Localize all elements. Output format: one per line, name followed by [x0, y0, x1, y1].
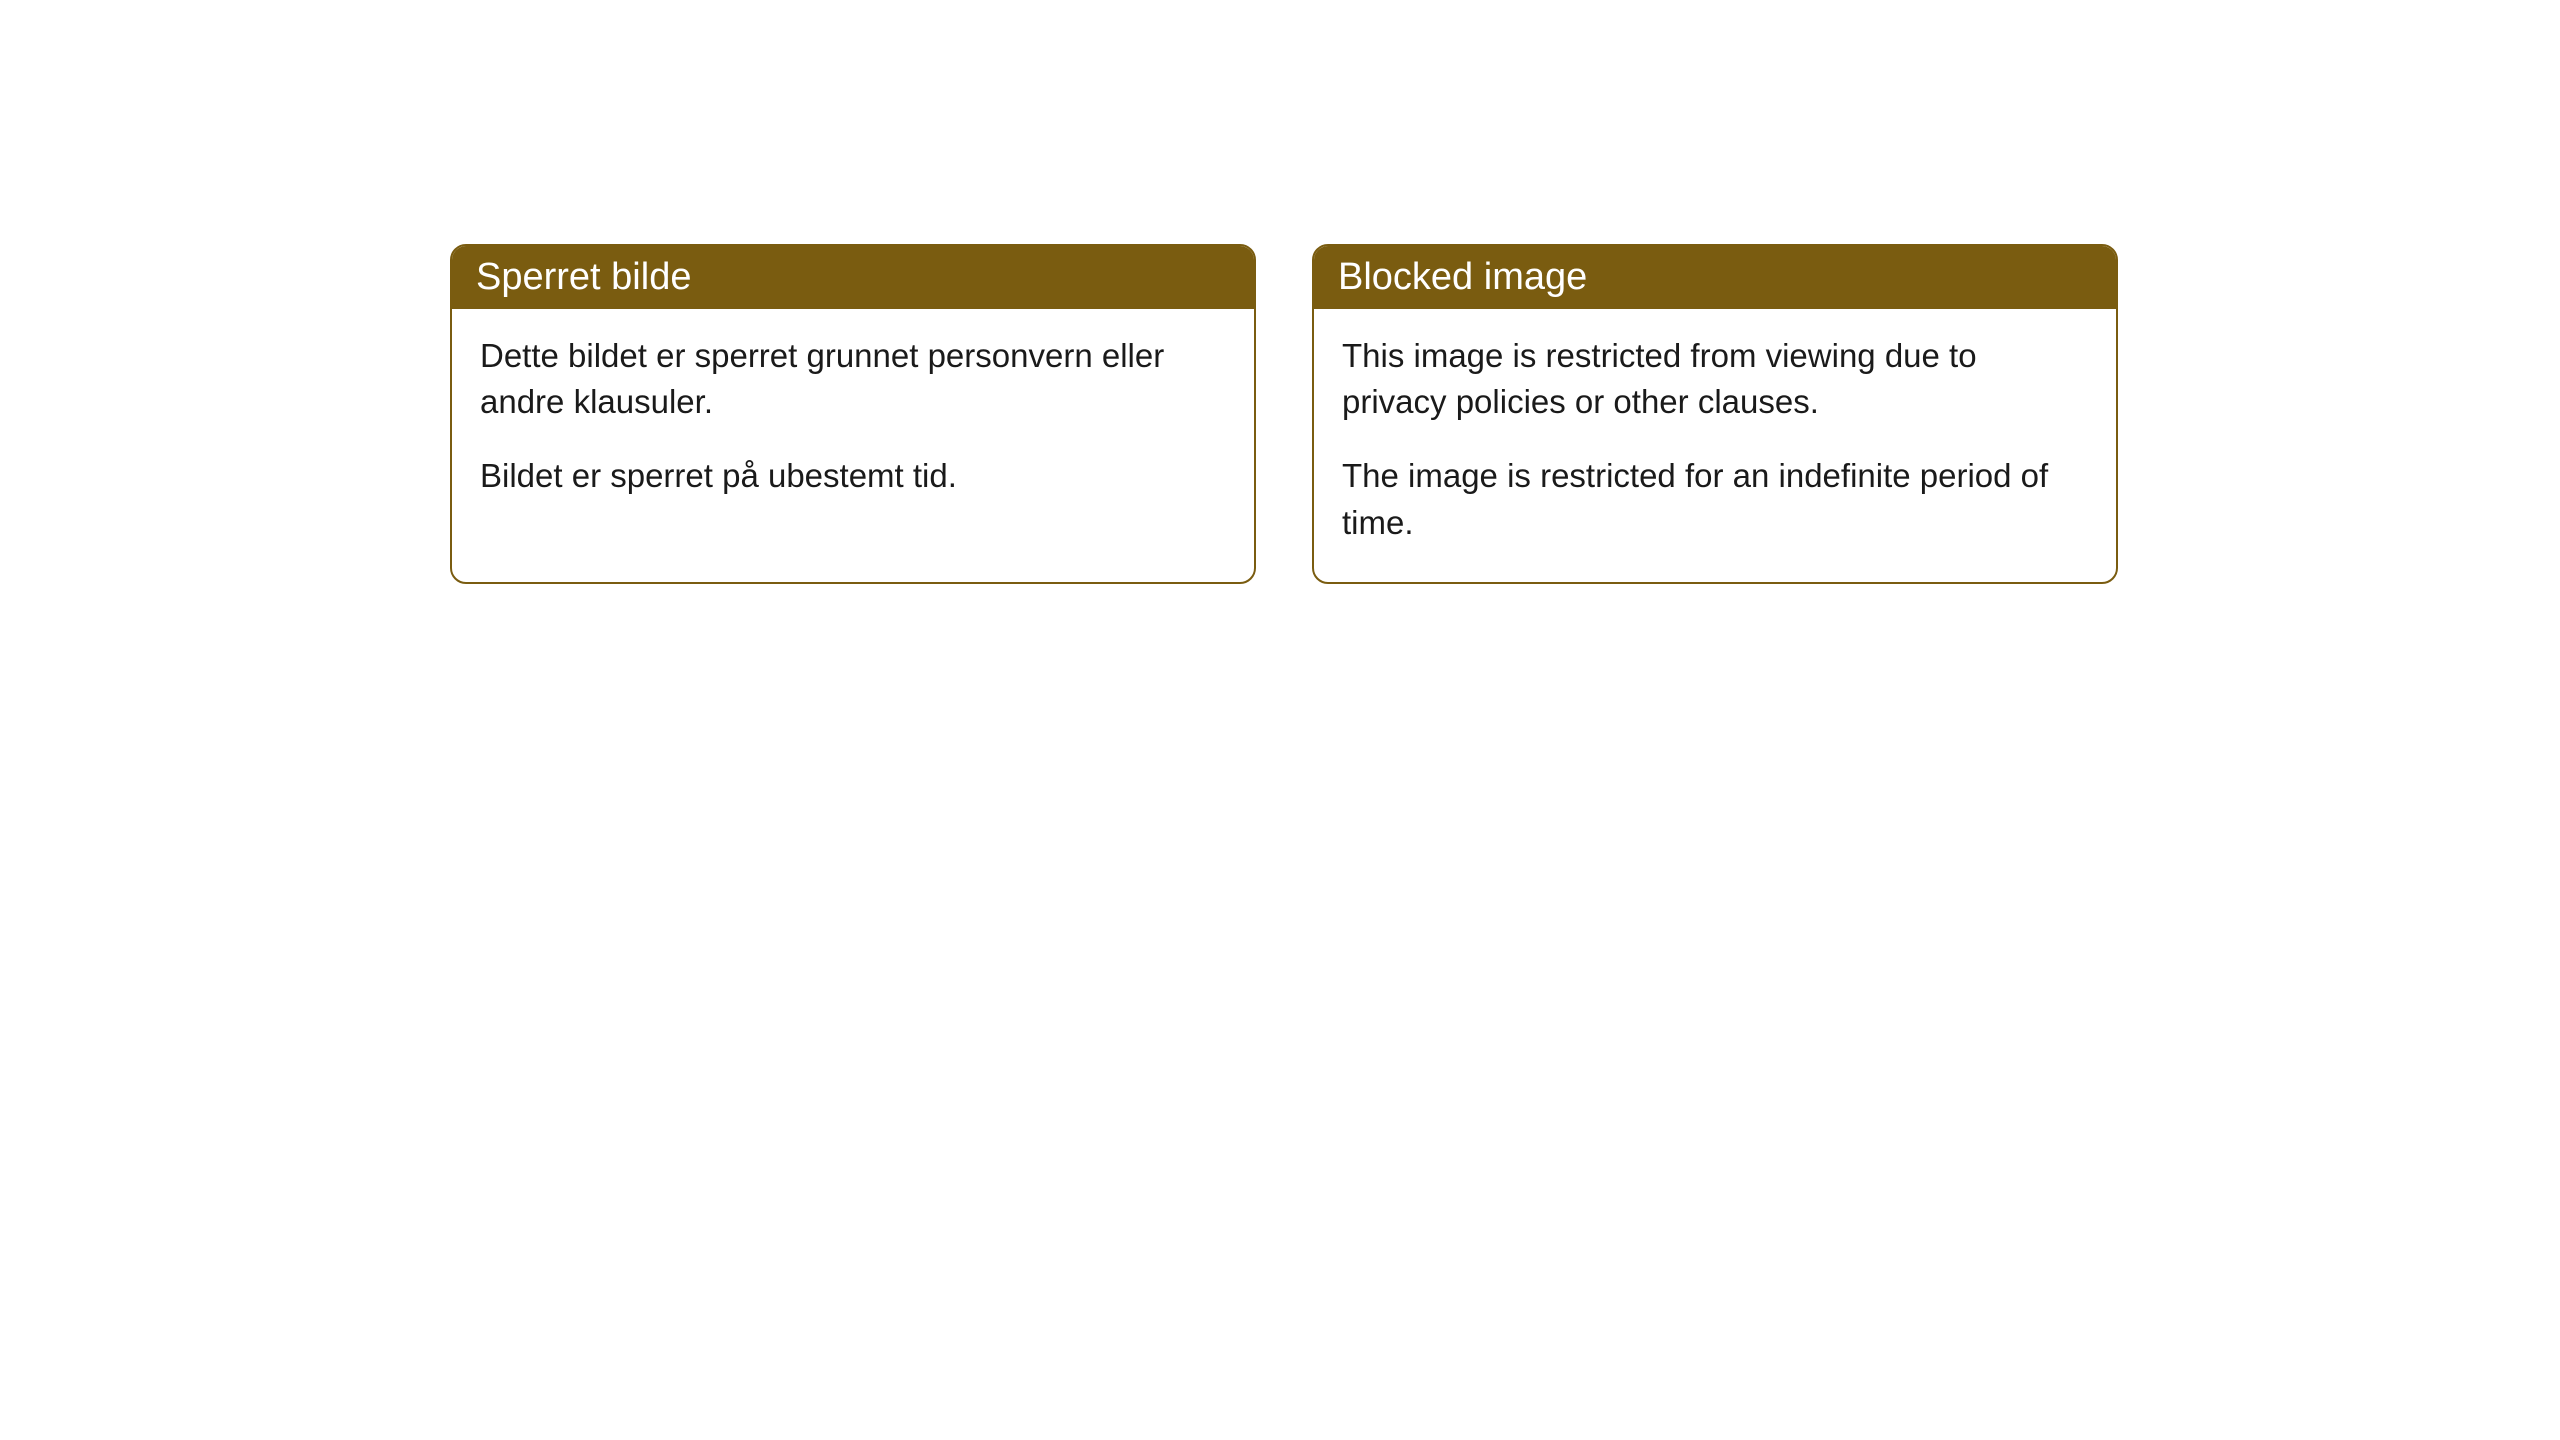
- card-header: Sperret bilde: [452, 246, 1254, 309]
- notice-card-english: Blocked image This image is restricted f…: [1312, 244, 2118, 584]
- card-paragraph: The image is restricted for an indefinit…: [1342, 453, 2088, 545]
- card-paragraph: This image is restricted from viewing du…: [1342, 333, 2088, 425]
- card-title: Sperret bilde: [476, 256, 691, 298]
- card-header: Blocked image: [1314, 246, 2116, 309]
- notice-card-norwegian: Sperret bilde Dette bildet er sperret gr…: [450, 244, 1256, 584]
- card-paragraph: Dette bildet er sperret grunnet personve…: [480, 333, 1226, 425]
- card-body: This image is restricted from viewing du…: [1314, 309, 2116, 582]
- card-paragraph: Bildet er sperret på ubestemt tid.: [480, 453, 1226, 499]
- card-body: Dette bildet er sperret grunnet personve…: [452, 309, 1254, 536]
- card-title: Blocked image: [1338, 256, 1587, 298]
- notice-cards-container: Sperret bilde Dette bildet er sperret gr…: [450, 244, 2118, 584]
